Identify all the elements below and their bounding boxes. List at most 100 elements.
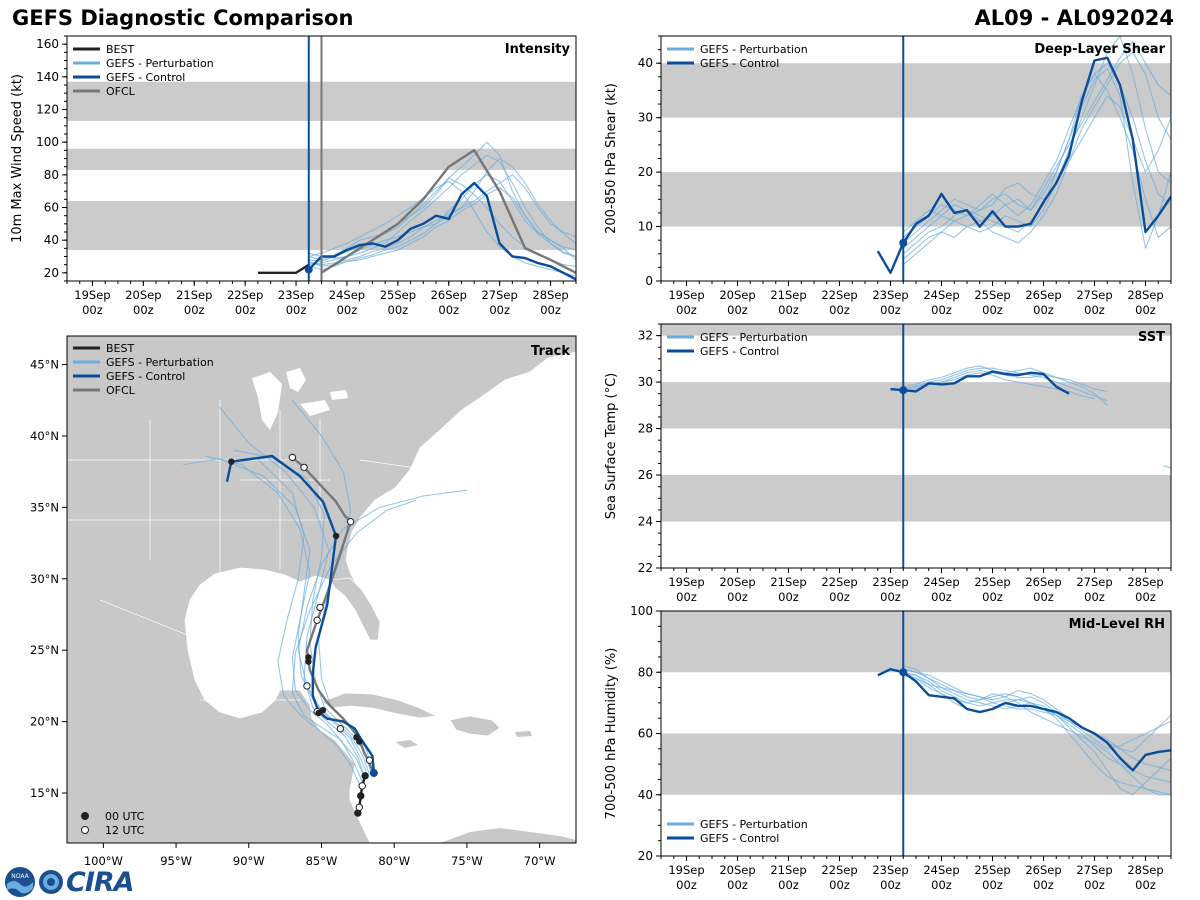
sst-xtick-label: 23Sep bbox=[872, 575, 908, 589]
sst-ylabel: Sea Surface Temp (°C) bbox=[604, 373, 619, 520]
sst-band bbox=[661, 475, 1171, 522]
intensity-xtick-label: 20Sep bbox=[125, 288, 161, 302]
shear-legend-label: GEFS - Perturbation bbox=[700, 43, 808, 56]
intensity-xtick-sublabel: 00z bbox=[388, 303, 409, 317]
shear-xtick-label: 19Sep bbox=[668, 288, 704, 302]
logo: NOAA CIRA bbox=[4, 866, 135, 898]
sst-xtick-sublabel: 00z bbox=[778, 590, 799, 604]
rh-xtick-sublabel: 00z bbox=[1033, 878, 1054, 892]
sst-xtick-sublabel: 00z bbox=[829, 590, 850, 604]
sst-xtick-sublabel: 00z bbox=[1084, 590, 1105, 604]
sst-xtick-label: 22Sep bbox=[821, 575, 857, 589]
sst-init-point bbox=[899, 386, 908, 395]
storm-id: AL09 - AL092024 bbox=[974, 6, 1175, 30]
shear-band bbox=[661, 63, 1171, 118]
rh-xtick-label: 27Sep bbox=[1076, 863, 1112, 877]
rh-xtick-sublabel: 00z bbox=[931, 878, 952, 892]
shear-xtick-sublabel: 00z bbox=[727, 303, 748, 317]
track-marker-legend-label: 12 UTC bbox=[105, 824, 145, 837]
sst-ytick-label: 28 bbox=[638, 422, 653, 436]
rh-xtick-label: 22Sep bbox=[821, 863, 857, 877]
rh-xtick-sublabel: 00z bbox=[1135, 878, 1156, 892]
shear-series-group bbox=[876, 36, 1171, 274]
shear-xtick-sublabel: 00z bbox=[778, 303, 799, 317]
sst-frame bbox=[660, 323, 1172, 569]
track-ofcl-point bbox=[300, 463, 308, 472]
track-init-point bbox=[369, 769, 378, 778]
shear-xtick-label: 20Sep bbox=[719, 288, 755, 302]
sst-series-line bbox=[890, 370, 1070, 395]
shear-xtick-label: 23Sep bbox=[872, 288, 908, 302]
sst-xtick-sublabel: 00z bbox=[982, 590, 1003, 604]
sst-xtick-sublabel: 00z bbox=[931, 590, 952, 604]
rh-xtick-sublabel: 00z bbox=[829, 878, 850, 892]
track-lat-tick-label: 25°N bbox=[30, 643, 59, 657]
intensity-ytick-label: 100 bbox=[36, 135, 59, 149]
shear-xtick-sublabel: 00z bbox=[1135, 303, 1156, 317]
track-lon-tick-label: 75°W bbox=[451, 854, 483, 868]
shear-xtick-sublabel: 00z bbox=[676, 303, 697, 317]
sst-xtick-sublabel: 00z bbox=[1033, 590, 1054, 604]
puerto-rico bbox=[515, 731, 532, 737]
intensity-xtick-sublabel: 00z bbox=[337, 303, 358, 317]
shear-series-line bbox=[902, 51, 1171, 266]
sst-xtick-label: 25Sep bbox=[974, 575, 1010, 589]
track-control-line bbox=[225, 454, 376, 774]
rh-series-line bbox=[877, 668, 1171, 772]
sst-ytick-label: 22 bbox=[638, 561, 653, 575]
rh-series-line bbox=[903, 671, 1171, 750]
intensity-series-line bbox=[308, 154, 576, 259]
intensity-legend-label: OFCL bbox=[106, 85, 136, 98]
track-lat-tick-label: 40°N bbox=[30, 429, 59, 443]
shear-ytick-label: 20 bbox=[638, 165, 653, 179]
rh-series-group bbox=[877, 665, 1171, 796]
track-title: Track bbox=[531, 344, 570, 359]
intensity-xtick-label: 25Sep bbox=[380, 288, 416, 302]
intensity-series-line bbox=[257, 263, 310, 274]
track-control-point bbox=[228, 458, 235, 465]
intensity-xtick-label: 21Sep bbox=[176, 288, 212, 302]
intensity-legend-label: GEFS - Perturbation bbox=[106, 57, 214, 70]
sst-xtick-sublabel: 00z bbox=[880, 590, 901, 604]
rh-xtick-sublabel: 00z bbox=[778, 878, 799, 892]
rh-title: Mid-Level RH bbox=[1069, 617, 1165, 632]
sst-xtick-sublabel: 00z bbox=[1135, 590, 1156, 604]
track-lon-tick-label: 70°W bbox=[524, 854, 556, 868]
shear-ylabel: 200-850 hPa Shear (kt) bbox=[604, 83, 619, 234]
rh-xtick-label: 26Sep bbox=[1025, 863, 1061, 877]
intensity-xtick-label: 27Sep bbox=[481, 288, 517, 302]
track-legend-label: OFCL bbox=[106, 384, 136, 397]
shear-legend-label: GEFS - Control bbox=[700, 57, 779, 70]
shear-title: Deep-Layer Shear bbox=[1034, 42, 1165, 57]
rh-xtick-sublabel: 00z bbox=[727, 878, 748, 892]
track-perturbation-line bbox=[297, 489, 467, 777]
track-ofcl-point bbox=[336, 725, 345, 733]
rh-xtick-sublabel: 00z bbox=[676, 878, 697, 892]
sst-xtick-sublabel: 00z bbox=[727, 590, 748, 604]
track-lon-tick-label: 85°W bbox=[306, 854, 338, 868]
page-title: GEFS Diagnostic Comparison bbox=[12, 6, 354, 30]
shear-xtick-label: 21Sep bbox=[770, 288, 806, 302]
intensity-ytick-label: 20 bbox=[44, 266, 59, 280]
track-best-point bbox=[361, 772, 369, 780]
shear-xtick-sublabel: 00z bbox=[1084, 303, 1105, 317]
sst-xtick-label: 26Sep bbox=[1025, 575, 1061, 589]
jamaica bbox=[395, 740, 418, 748]
sst-legend-label: GEFS - Control bbox=[700, 345, 779, 358]
track-legend-label: BEST bbox=[106, 342, 134, 355]
track-lon-tick-label: 80°W bbox=[378, 854, 410, 868]
intensity-xtick-sublabel: 00z bbox=[82, 303, 103, 317]
track-lon-tick-label: 100°W bbox=[84, 854, 123, 868]
shear-series-line bbox=[902, 73, 1171, 238]
sst-title: SST bbox=[1138, 330, 1165, 345]
rh-series-line bbox=[903, 668, 1171, 753]
sst-ytick-label: 26 bbox=[638, 468, 653, 482]
track-panel: 100°W 95°W 90°W 85°W 80°W 75°W 70°W 15°N 20°N 25°… bbox=[30, 335, 577, 868]
shear-xtick-label: 22Sep bbox=[821, 288, 857, 302]
intensity-series-line bbox=[308, 187, 576, 271]
intensity-xtick-sublabel: 00z bbox=[286, 303, 307, 317]
intensity-xtick-sublabel: 00z bbox=[438, 303, 459, 317]
intensity-init-point bbox=[304, 265, 313, 274]
rh-xtick-label: 19Sep bbox=[668, 863, 704, 877]
track-perturbation-line bbox=[255, 457, 360, 785]
